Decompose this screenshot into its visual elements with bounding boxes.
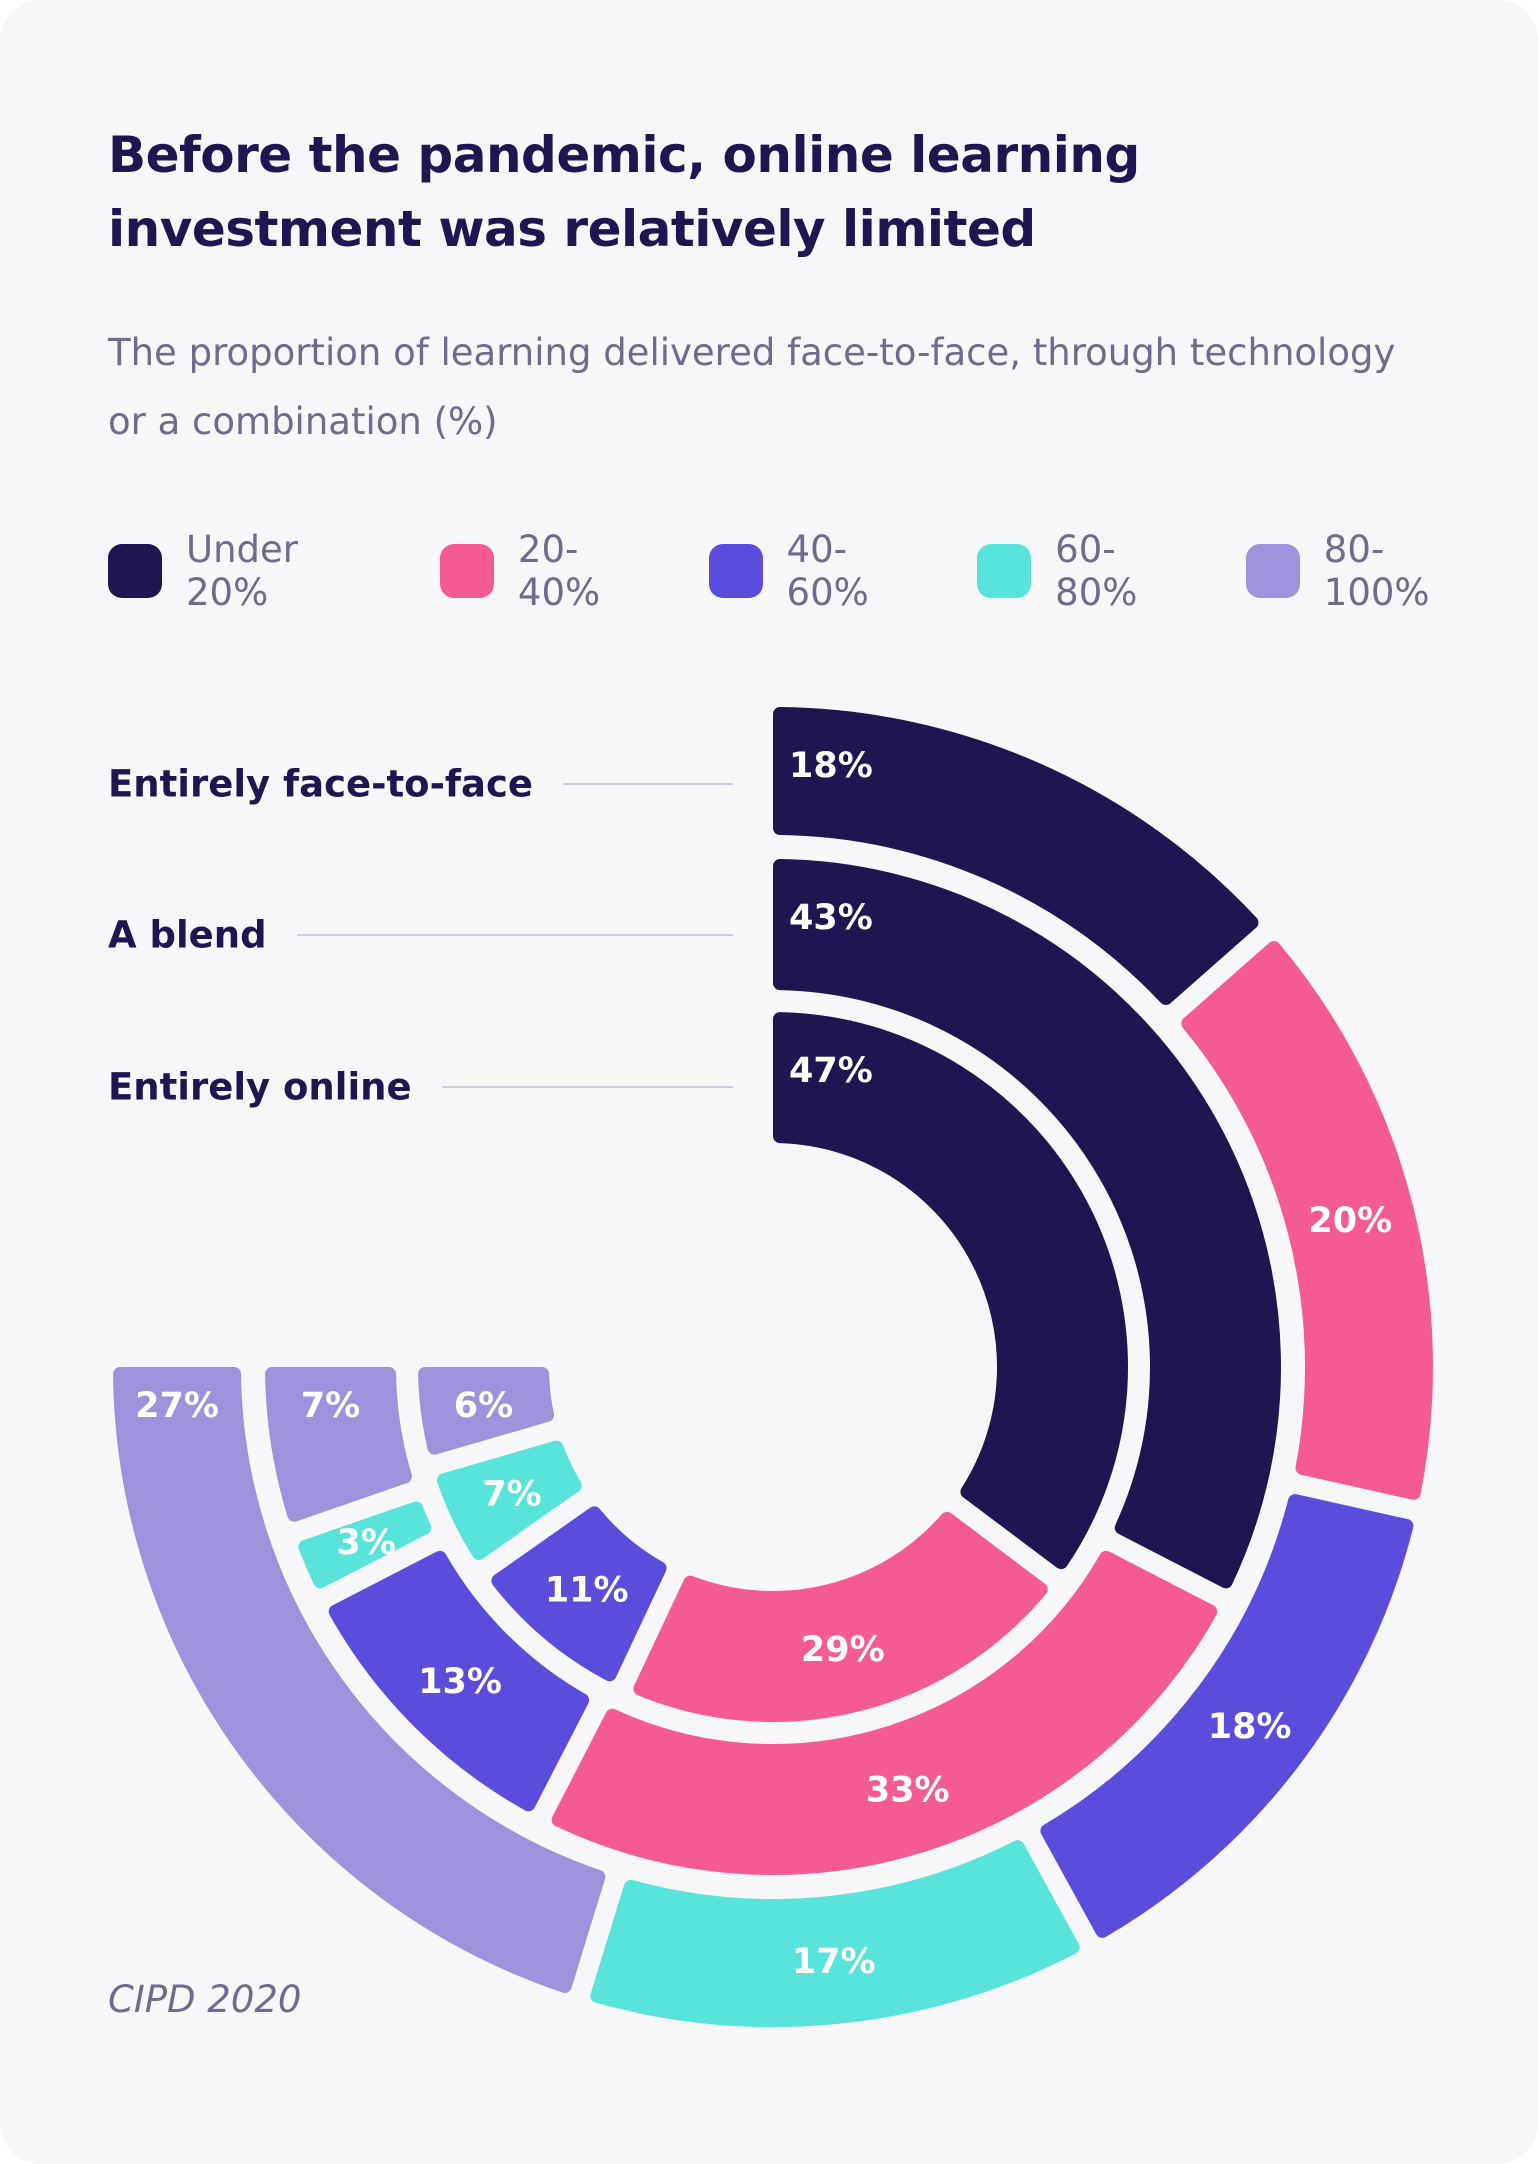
segment-0-3	[590, 1840, 1080, 2027]
legend-swatch	[108, 544, 162, 598]
segment-2-3	[436, 1440, 582, 1560]
segment-label: 17%	[792, 1942, 876, 1982]
segment-1-0	[773, 859, 1281, 1589]
segment-1-4	[265, 1367, 412, 1522]
leader-line	[563, 783, 733, 785]
segment-label: 6%	[454, 1386, 513, 1426]
chart-title: Before the pandemic, online learning inv…	[108, 126, 1140, 258]
segment-label: 3%	[337, 1523, 396, 1563]
segment-label: 20%	[1308, 1201, 1392, 1241]
segment-0-1	[1181, 941, 1434, 1500]
legend-item-80-100: 80-100%	[1245, 528, 1490, 614]
segment-1-3	[298, 1501, 432, 1589]
segment-label: 7%	[301, 1386, 360, 1426]
segment-label: 7%	[482, 1474, 541, 1514]
leader-line	[442, 1086, 733, 1088]
legend-label: Under 20%	[185, 528, 298, 614]
segment-label: 18%	[1208, 1707, 1292, 1747]
legend-item-40-60: 40-60%	[708, 528, 930, 614]
legend-label: 40-60%	[786, 528, 869, 614]
legend: Under 20% 20-40% 40-60% 60-80% 80-100%	[108, 528, 1538, 614]
ring-label-online: Entirely online	[108, 1065, 412, 1109]
segment-label: 33%	[866, 1770, 950, 1810]
segment-0-4	[113, 1367, 606, 1993]
legend-swatch	[708, 544, 763, 598]
segment-label: 13%	[418, 1662, 502, 1702]
ring-label-blend: A blend	[108, 913, 267, 957]
legend-item-60-80: 60-80%	[977, 528, 1198, 614]
legend-item-20-40: 20-40%	[439, 528, 661, 614]
leader-line	[297, 934, 733, 936]
legend-swatch	[439, 544, 494, 598]
segment-1-1	[551, 1550, 1218, 1875]
segment-label: 27%	[135, 1386, 219, 1426]
chart-subtitle: The proportion of learning delivered fac…	[108, 331, 1396, 443]
segment-label: 43%	[789, 898, 873, 938]
segment-2-4	[418, 1367, 555, 1455]
segment-label: 18%	[789, 746, 873, 786]
segment-0-2	[1040, 1494, 1414, 1938]
legend-item-under-20: Under 20%	[108, 528, 392, 614]
segment-label: 11%	[545, 1571, 629, 1611]
legend-label: 60-80%	[1055, 528, 1138, 614]
ring-label-face-to-face: Entirely face-to-face	[108, 762, 534, 806]
legend-label: 80-100%	[1323, 528, 1430, 614]
segment-2-0	[772, 1012, 1128, 1570]
segment-label: 47%	[789, 1051, 873, 1091]
legend-label: 20-40%	[517, 528, 601, 614]
segment-1-2	[328, 1550, 590, 1812]
segment-2-2	[491, 1506, 667, 1682]
source-note: CIPD 2020	[108, 1978, 302, 2021]
segment-2-1	[633, 1511, 1048, 1722]
segment-0-0	[773, 707, 1259, 1005]
legend-swatch	[1245, 544, 1300, 598]
legend-swatch	[977, 544, 1032, 598]
segment-label: 29%	[801, 1630, 885, 1670]
